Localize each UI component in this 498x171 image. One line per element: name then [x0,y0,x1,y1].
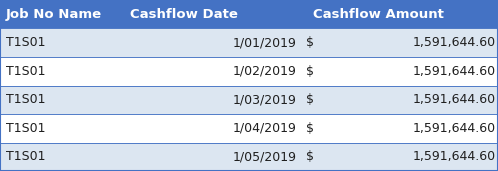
Text: T1S01: T1S01 [6,150,45,163]
Text: Job No Name: Job No Name [6,8,102,21]
Bar [0,86,498,114]
Text: 1,591,644.60: 1,591,644.60 [412,122,496,135]
Text: 1/02/2019: 1/02/2019 [233,65,296,78]
Text: $: $ [306,65,314,78]
Text: T1S01: T1S01 [6,65,45,78]
Text: 1,591,644.60: 1,591,644.60 [412,150,496,163]
Text: Cashflow Date: Cashflow Date [130,8,238,21]
Text: T1S01: T1S01 [6,36,45,49]
Bar [0,0,498,29]
Bar [0,57,498,86]
Text: 1,591,644.60: 1,591,644.60 [412,93,496,106]
Text: 1/03/2019: 1/03/2019 [233,93,296,106]
Text: $: $ [306,36,314,49]
Text: 1/05/2019: 1/05/2019 [232,150,296,163]
Text: 1/04/2019: 1/04/2019 [233,122,296,135]
Text: 1,591,644.60: 1,591,644.60 [412,65,496,78]
Bar [0,114,498,142]
Text: $: $ [306,93,314,106]
Text: $: $ [306,122,314,135]
Text: T1S01: T1S01 [6,93,45,106]
Bar [0,29,498,57]
Text: 1,591,644.60: 1,591,644.60 [412,36,496,49]
Text: $: $ [306,150,314,163]
Text: Cashflow Amount: Cashflow Amount [313,8,444,21]
Bar [0,142,498,171]
Text: T1S01: T1S01 [6,122,45,135]
Text: 1/01/2019: 1/01/2019 [233,36,296,49]
